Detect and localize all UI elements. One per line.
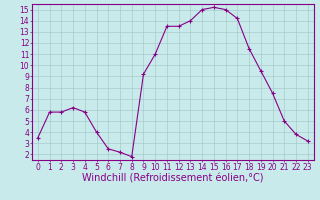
X-axis label: Windchill (Refroidissement éolien,°C): Windchill (Refroidissement éolien,°C) (82, 173, 264, 183)
